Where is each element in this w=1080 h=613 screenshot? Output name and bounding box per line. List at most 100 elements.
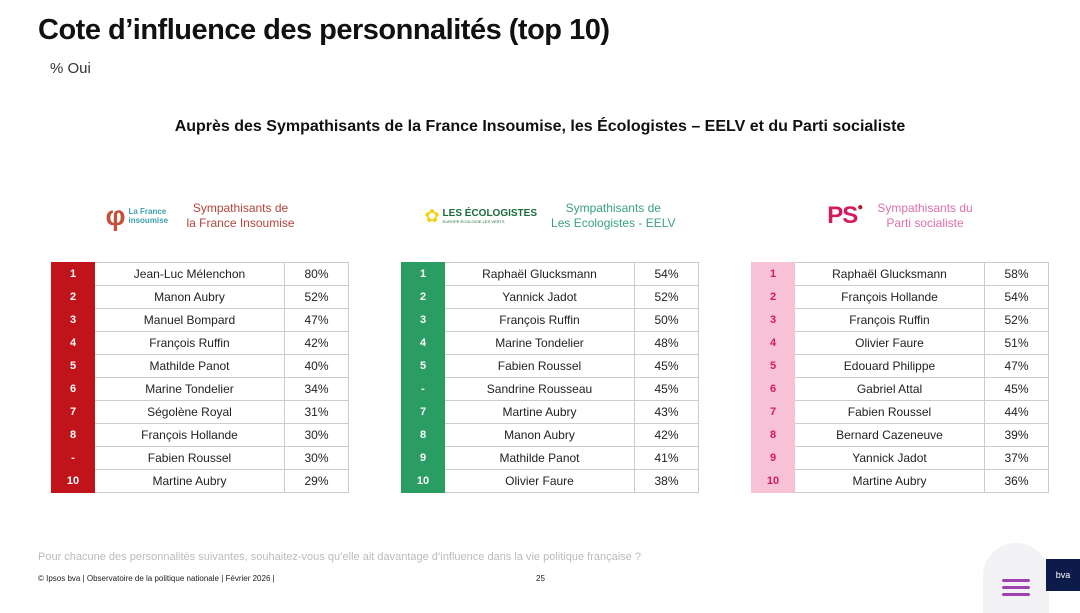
table-row: 2 François Hollande 54% [751,285,1049,309]
cell-pct: 42% [284,331,349,355]
cell-name: Ségolène Royal [94,400,285,424]
bva-logo: bva [1046,559,1080,591]
table-row: 3 François Ruffin 50% [401,308,699,332]
cell-pct: 36% [984,469,1049,493]
cell-name: Fabien Roussel [794,400,985,424]
cell-rank: 10 [51,469,95,493]
cell-name: Martine Aubry [794,469,985,493]
section-heading: Auprès des Sympathisants de la France In… [174,118,906,135]
table-row: 2 Yannick Jadot 52% [401,285,699,309]
cell-rank: 2 [401,285,445,309]
cell-name: Manon Aubry [444,423,635,447]
cell-pct: 54% [984,285,1049,309]
cell-name: Edouard Philippe [794,354,985,378]
cell-name: Manon Aubry [94,285,285,309]
panel-lfi: φ La France insoumise Sympathisants de la… [51,198,349,493]
cell-pct: 52% [984,308,1049,332]
footer-text: © Ipsos bva | Observatoire de la politiq… [38,574,275,583]
cell-name: François Hollande [94,423,285,447]
cell-rank: 3 [751,308,795,332]
cell-name: François Hollande [794,285,985,309]
menu-button[interactable] [983,543,1049,613]
cell-pct: 52% [284,285,349,309]
page-number: 25 [536,574,545,583]
table-row: 5 Mathilde Panot 40% [51,354,349,378]
cell-pct: 38% [634,469,699,493]
cell-rank: 9 [751,446,795,470]
cell-pct: 47% [284,308,349,332]
cell-pct: 54% [634,262,699,286]
cell-rank: 5 [401,354,445,378]
cell-rank: 8 [401,423,445,447]
cell-rank: 2 [51,285,95,309]
cell-rank: 2 [751,285,795,309]
cell-pct: 40% [284,354,349,378]
cell-name: Marine Tondelier [94,377,285,401]
cell-name: François Ruffin [794,308,985,332]
panel-label: Sympathisants de Les Ecologistes - EELV [551,201,676,230]
cell-pct: 42% [634,423,699,447]
cell-name: Gabriel Attal [794,377,985,401]
table-row: 10 Olivier Faure 38% [401,469,699,493]
cell-pct: 30% [284,446,349,470]
table-row: 10 Martine Aubry 36% [751,469,1049,493]
table-row: 8 Manon Aubry 42% [401,423,699,447]
cell-name: François Ruffin [444,308,635,332]
cell-name: Manuel Bompard [94,308,285,332]
page-title: Cote d’influence des personnalités (top … [38,14,610,46]
cell-name: Mathilde Panot [94,354,285,378]
cell-rank: 8 [51,423,95,447]
table-row: 7 Fabien Roussel 44% [751,400,1049,424]
cell-rank: 9 [401,446,445,470]
cell-rank: 7 [751,400,795,424]
cell-name: Marine Tondelier [444,331,635,355]
ranking-table: 1 Jean-Luc Mélenchon 80% 2 Manon Aubry 52% 3 Ma… [51,262,349,493]
cell-name: Jean-Luc Mélenchon [94,262,285,286]
menu-icon [1002,579,1030,582]
ranking-table: 1 Raphaël Glucksmann 54% 2 Yannick Jadot 52% 3… [401,262,699,493]
panel-label: Sympathisants du Parti socialiste [877,201,973,230]
cell-pct: 31% [284,400,349,424]
cell-name: Raphaël Glucksmann [444,262,635,286]
table-row: 3 Manuel Bompard 47% [51,308,349,332]
cell-name: Sandrine Rousseau [444,377,635,401]
table-row: 6 Marine Tondelier 34% [51,377,349,401]
cell-pct: 45% [634,354,699,378]
cell-pct: 58% [984,262,1049,286]
cell-pct: 44% [984,400,1049,424]
cell-name: Yannick Jadot [444,285,635,309]
cell-rank: 1 [51,262,95,286]
panel-label: Sympathisants de la France Insoumise [186,201,295,230]
table-row: 3 François Ruffin 52% [751,308,1049,332]
cell-name: François Ruffin [94,331,285,355]
table-row: 5 Edouard Philippe 47% [751,354,1049,378]
table-row: - Fabien Roussel 30% [51,446,349,470]
cell-pct: 48% [634,331,699,355]
table-row: 4 Olivier Faure 51% [751,331,1049,355]
cell-name: Fabien Roussel [444,354,635,378]
cell-rank: 4 [401,331,445,355]
table-row: - Sandrine Rousseau 45% [401,377,699,401]
cell-pct: 80% [284,262,349,286]
lfi-logo: φ La France insoumise [105,200,169,231]
cell-rank: 10 [751,469,795,493]
table-row: 8 François Hollande 30% [51,423,349,447]
cell-pct: 50% [634,308,699,332]
cell-rank: 3 [401,308,445,332]
table-row: 9 Yannick Jadot 37% [751,446,1049,470]
cell-rank: 6 [751,377,795,401]
cell-rank: 5 [751,354,795,378]
cell-rank: 10 [401,469,445,493]
cell-rank: 7 [401,400,445,424]
table-row: 1 Raphaël Glucksmann 58% [751,262,1049,286]
cell-name: Martine Aubry [94,469,285,493]
panel-ecologistes: ✿ LES ÉCOLOGISTES EUROPE ÉCOLOGIE LES VER… [401,198,699,493]
cell-pct: 41% [634,446,699,470]
cell-name: Mathilde Panot [444,446,635,470]
table-row: 7 Martine Aubry 43% [401,400,699,424]
cell-pct: 52% [634,285,699,309]
table-row: 1 Jean-Luc Mélenchon 80% [51,262,349,286]
cell-pct: 34% [284,377,349,401]
ranking-table: 1 Raphaël Glucksmann 58% 2 François Hollande… [751,262,1049,493]
